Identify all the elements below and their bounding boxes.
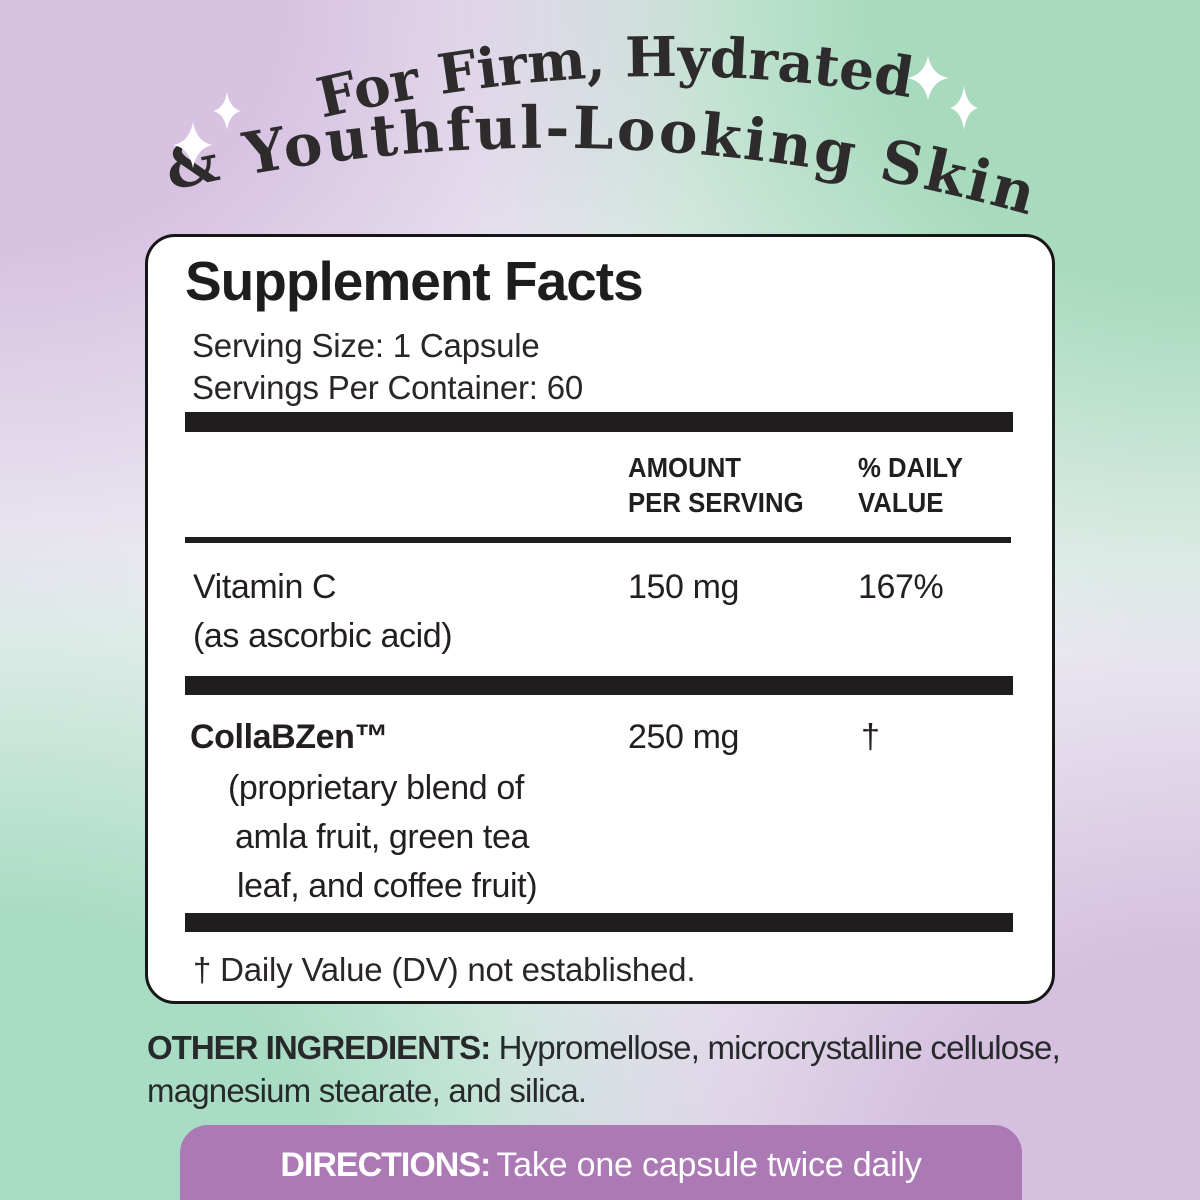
servings-per-container: Servings Per Container: 60 [192, 369, 584, 406]
directions-text: DIRECTIONS: Take one capsule twice daily [280, 1146, 922, 1184]
divider-bar-bottom [185, 913, 1013, 932]
ingredient-detail: (proprietary blend of amla fruit, green … [228, 769, 538, 905]
divider-bar-middle [185, 676, 1013, 695]
directions-label: DIRECTIONS: [280, 1146, 491, 1184]
serving-size: Serving Size: 1 Capsule [192, 327, 540, 364]
amount-value: 250 mg [628, 718, 740, 756]
column-header-amount: AMOUNT PER SERVING [628, 452, 804, 518]
ingredient-name-collabzen: CollaBZen™ [190, 718, 389, 756]
other-ingredients-text: Hypromellose, microcrystalline cellulose… [147, 1029, 1061, 1109]
directions-bar: DIRECTIONS: Take one capsule twice daily [180, 1125, 1022, 1200]
header-rule [185, 537, 1011, 543]
footnote: † Daily Value (DV) not established. [193, 951, 696, 988]
headline-banner: For Firm, Hydrated & Youthful-Looking Sk… [159, 24, 1045, 229]
sparkle-icon [949, 86, 979, 130]
divider-bar-top [185, 412, 1013, 432]
supplement-facts-panel: Supplement Facts Serving Size: 1 Capsule… [145, 234, 1055, 1004]
other-ingredients-label: OTHER INGREDIENTS: [147, 1029, 491, 1066]
daily-value: 167% [858, 568, 944, 606]
daily-value: † [861, 718, 880, 756]
headline-line2: & Youthful-Looking Skin [159, 94, 1045, 229]
ingredient-name-vitamin-c: Vitamin C (as ascorbic acid) [193, 563, 453, 661]
column-header-daily-value: % DAILY VALUE [858, 452, 963, 518]
ingredient-detail: (as ascorbic acid) [193, 617, 453, 655]
amount-value: 150 mg [628, 568, 740, 606]
panel-title: Supplement Facts [185, 250, 644, 312]
other-ingredients: OTHER INGREDIENTS: Hypromellose, microcr… [147, 1026, 1092, 1112]
